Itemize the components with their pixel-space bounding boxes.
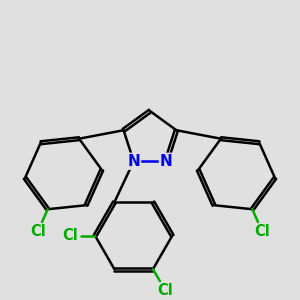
Text: Cl: Cl	[158, 283, 173, 298]
Text: Cl: Cl	[63, 228, 78, 243]
Text: N: N	[127, 154, 140, 169]
Text: Cl: Cl	[30, 224, 46, 239]
Text: Cl: Cl	[254, 224, 270, 239]
Text: N: N	[160, 154, 173, 169]
